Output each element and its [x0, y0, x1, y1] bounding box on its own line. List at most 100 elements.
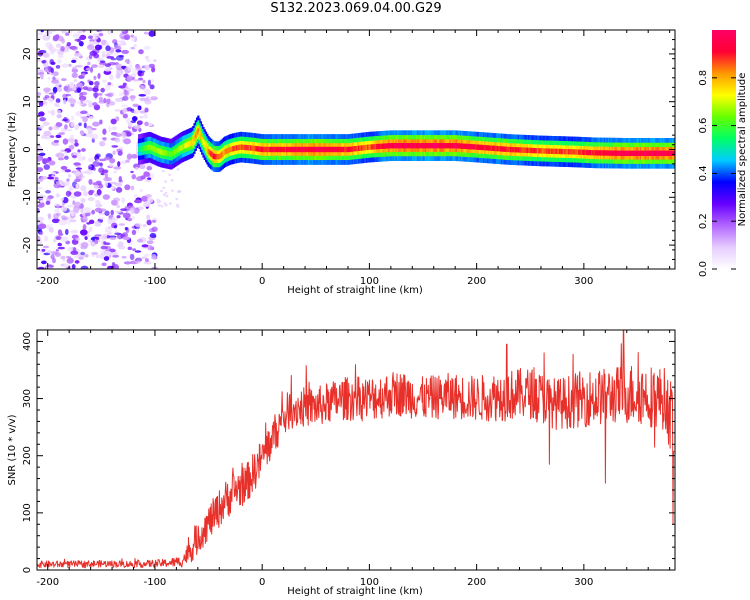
ridge-cell — [274, 146, 277, 153]
snr-ytick-label: 400 — [22, 332, 33, 351]
ridge-cell — [315, 146, 318, 153]
noise-blob — [100, 172, 105, 176]
noise-blob — [114, 108, 121, 112]
noise-blob — [138, 206, 145, 211]
noise-blob — [67, 204, 75, 208]
ridge-cell — [216, 154, 219, 160]
ridge-cell — [524, 147, 527, 153]
noise-blob — [144, 107, 149, 113]
noise-blob — [91, 254, 96, 258]
ridge-cell — [597, 150, 600, 156]
noise-blob — [142, 224, 147, 228]
ridge-cell — [425, 143, 428, 149]
ridge-cell — [327, 146, 330, 153]
ridge-cell — [494, 145, 497, 152]
spectrogram-ytick-label: -20 — [22, 237, 33, 253]
ridge-cell — [548, 148, 551, 154]
noise-blob — [71, 72, 78, 79]
noise-blob — [126, 153, 133, 160]
noise-blob — [92, 167, 96, 171]
noise-blob — [46, 176, 55, 180]
ridge-cell — [230, 146, 233, 152]
ridge-cell — [241, 144, 244, 150]
ridge-cell — [596, 150, 599, 156]
noise-blob — [88, 116, 94, 120]
ridge-cell — [322, 146, 325, 153]
ridge-cell — [234, 145, 237, 151]
noise-blob — [122, 232, 128, 238]
noise-blob — [138, 77, 144, 81]
noise-blob — [52, 143, 60, 147]
ridge-cell — [292, 146, 295, 153]
spectrogram-xtick-label: 100 — [360, 276, 379, 287]
ridge-cell — [244, 144, 248, 151]
noise-blob — [100, 60, 106, 63]
ridge-cell — [369, 144, 372, 150]
noise-blob — [113, 166, 122, 170]
noise-blob — [81, 148, 86, 152]
ridge-cell — [522, 147, 525, 153]
ridge-cell — [318, 146, 321, 153]
noise-blob — [80, 110, 88, 115]
noise-blob — [37, 167, 44, 172]
ridge-cell — [486, 145, 489, 151]
ridge-cell — [342, 146, 345, 153]
ridge-cell — [222, 150, 226, 156]
ridge-cell — [346, 146, 349, 153]
noise-blob — [133, 193, 139, 199]
ridge-cell — [593, 150, 596, 156]
noise-blob — [102, 128, 107, 135]
noise-blob — [126, 88, 135, 92]
noise-blob — [42, 245, 50, 249]
noise-blob — [103, 256, 110, 261]
noise-blob — [55, 181, 62, 185]
ridge-cell — [619, 150, 622, 156]
noise-blob — [149, 84, 155, 90]
noise-blob — [139, 97, 147, 101]
ridge-cell — [647, 150, 650, 156]
ridge-cell — [561, 148, 564, 155]
noise-blob — [153, 59, 157, 62]
ridge-cell — [540, 148, 544, 154]
noise-blob — [151, 66, 156, 73]
ridge-cell — [620, 150, 623, 156]
noise-blob — [54, 208, 60, 213]
ridge-cell — [332, 146, 335, 153]
noise-blob — [93, 92, 99, 98]
ridge-cell — [592, 150, 595, 156]
noise-blob — [80, 251, 86, 256]
ridge-cell — [452, 143, 455, 149]
ridge-cell — [468, 144, 471, 150]
ridge-cell — [356, 145, 360, 152]
noise-blob — [129, 95, 136, 99]
noise-blob — [37, 68, 42, 73]
colorbar: 0.0 0.2 0.4 0.6 0.8 Normalized spectral ampli… — [698, 30, 748, 277]
ridge-cell — [268, 146, 271, 153]
ridge-cell — [440, 143, 443, 149]
ridge-cell — [477, 144, 480, 150]
noise-blob — [67, 247, 74, 252]
noise-blob — [79, 34, 87, 40]
ridge-cell — [410, 143, 414, 149]
noise-blob — [110, 57, 117, 61]
noise-blob — [43, 164, 51, 170]
ridge-cell — [507, 146, 510, 153]
ridge-cell — [418, 143, 421, 149]
noise-blob — [39, 152, 46, 157]
ridge-cell — [158, 148, 161, 155]
ridge-cell — [252, 145, 255, 151]
ridge-cell — [305, 146, 308, 153]
noise-blob — [164, 191, 168, 195]
noise-blob — [95, 254, 100, 258]
ridge-cell — [372, 144, 375, 150]
ridge-cell — [325, 146, 329, 153]
noise-blob — [68, 145, 75, 150]
noise-blob — [168, 202, 172, 205]
ridge-cell — [210, 151, 213, 157]
ridge-cell — [197, 128, 200, 134]
noise-blob — [115, 55, 124, 61]
noise-blob — [112, 254, 120, 258]
noise-blob — [95, 153, 101, 158]
noise-blob — [64, 155, 69, 160]
